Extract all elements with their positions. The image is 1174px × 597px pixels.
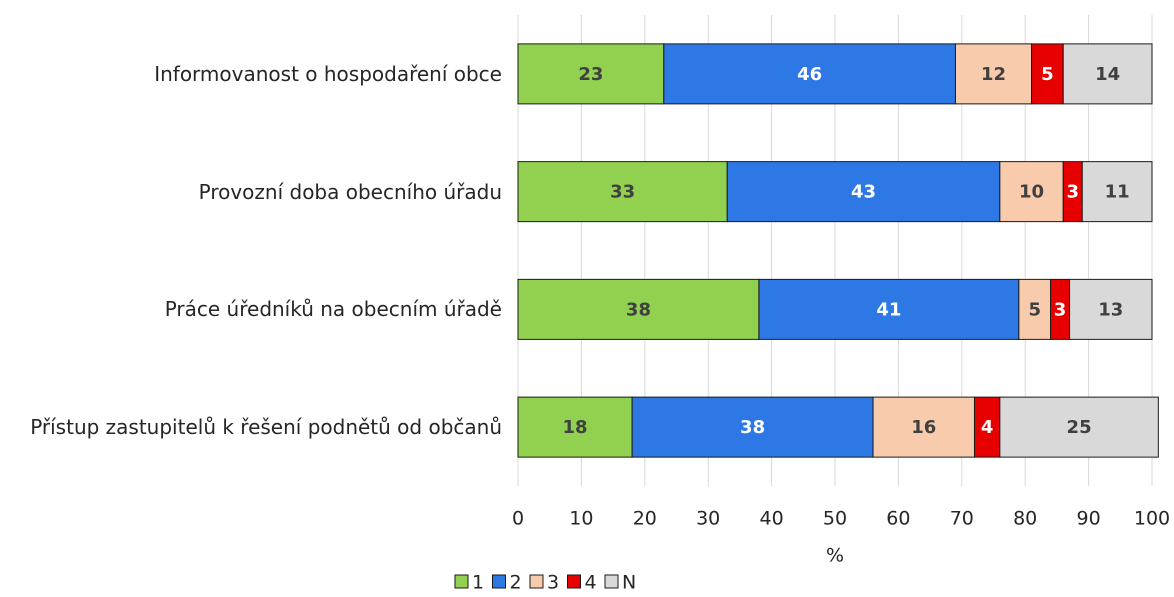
legend-swatch: [454, 574, 469, 589]
data-label: 5: [1041, 64, 1054, 85]
x-tick-label: 0: [512, 508, 524, 530]
bar-segment: [1081, 161, 1153, 223]
x-tick-label: 20: [633, 508, 657, 530]
bar-segment: [517, 396, 633, 458]
x-tick-label: 70: [950, 508, 974, 530]
category-label: Přístup zastupitelů k řešení podnětů od …: [30, 415, 502, 440]
bar-segment: [726, 161, 1001, 223]
bar-segment: [517, 278, 760, 340]
data-label: 46: [797, 64, 822, 85]
category-label-box: Informovanost o hospodaření obce: [0, 34, 502, 114]
data-label: 41: [876, 299, 901, 320]
data-label: 18: [563, 417, 588, 438]
x-tick-label: 90: [1077, 508, 1101, 530]
data-label: 3: [1054, 299, 1067, 320]
category-label-box: Práce úředníků na obecním úřadě: [0, 269, 502, 349]
x-tick-label: 10: [569, 508, 593, 530]
legend-label: N: [622, 572, 636, 594]
legend-label: 4: [585, 572, 597, 594]
bar-segment: [999, 396, 1159, 458]
data-label: 25: [1067, 417, 1092, 438]
legend-swatch: [492, 574, 506, 589]
data-label: 33: [610, 182, 635, 203]
data-label: 16: [911, 417, 936, 438]
bar-segment: [758, 278, 1020, 340]
x-axis-label: %: [826, 545, 844, 567]
data-label: 3: [1066, 182, 1079, 203]
x-tick-label: 50: [823, 508, 847, 530]
data-label: 4: [981, 417, 994, 438]
data-label: 12: [981, 64, 1006, 85]
legend-label: 3: [547, 572, 559, 594]
legend-label: 2: [510, 572, 522, 594]
bar-segment: [1069, 278, 1153, 340]
bar-segment: [517, 43, 665, 105]
data-label: 11: [1105, 182, 1130, 203]
legend-label: 1: [472, 572, 484, 594]
bar-segment: [1031, 43, 1064, 105]
category-label: Informovanost o hospodaření obce: [154, 61, 502, 86]
bar-segment: [517, 161, 728, 223]
x-tick-label: 100: [1134, 508, 1170, 530]
bar-segment: [663, 43, 956, 105]
category-label-box: Přístup zastupitelů k řešení podnětů od …: [0, 387, 502, 467]
data-label: 23: [578, 64, 603, 85]
data-label: 10: [1019, 182, 1044, 203]
x-tick-label: 30: [696, 508, 720, 530]
bar-segment: [954, 43, 1033, 105]
x-tick-label: 60: [886, 508, 910, 530]
bar-segment: [1062, 43, 1153, 105]
category-label-box: Provozní doba obecního úřadu: [0, 152, 502, 232]
legend-swatch: [529, 574, 544, 589]
data-label: 13: [1098, 299, 1123, 320]
x-tick-label: 80: [1013, 508, 1037, 530]
bar-segment: [1018, 278, 1052, 340]
category-label: Práce úředníků na obecním úřadě: [164, 297, 502, 322]
data-label: 5: [1028, 299, 1041, 320]
data-label: 38: [740, 417, 765, 438]
bar-segment: [973, 396, 1001, 458]
category-label: Provozní doba obecního úřadu: [198, 179, 502, 204]
x-tick-label: 40: [760, 508, 784, 530]
data-label: 14: [1095, 64, 1120, 85]
bar-segment: [999, 161, 1064, 223]
legend-swatch: [567, 574, 581, 589]
data-label: 43: [851, 182, 876, 203]
legend-swatch: [604, 574, 619, 589]
data-label: 38: [626, 299, 651, 320]
bar-segment: [631, 396, 874, 458]
